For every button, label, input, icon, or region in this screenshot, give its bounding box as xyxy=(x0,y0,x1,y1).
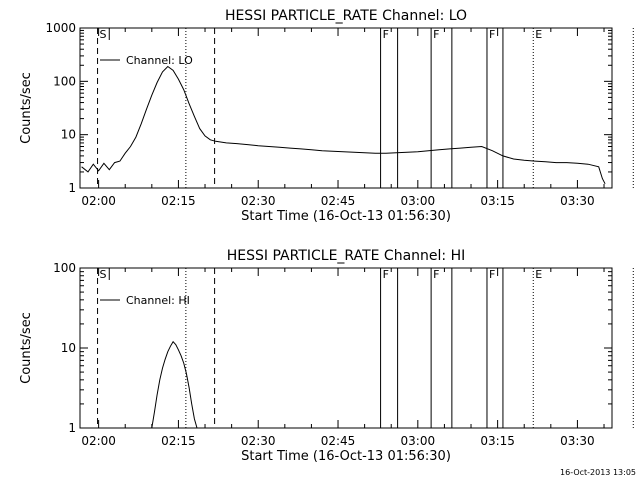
event-marker-label: F xyxy=(433,268,439,281)
legend-label: Channel: HI xyxy=(126,294,190,307)
panel-hi: HESSI PARTICLE_RATE Channel: HI 02:00 02:1… xyxy=(19,248,634,464)
plot-frame xyxy=(79,267,613,429)
x-tick-label: 02:00 xyxy=(81,194,116,208)
x-tick-label: 03:30 xyxy=(560,194,595,208)
chart-title: HESSI PARTICLE_RATE Channel: LO xyxy=(225,8,467,24)
x-tick-label: 02:15 xyxy=(161,194,196,208)
y-tick-label: 100 xyxy=(53,74,76,88)
x-tick-label: 03:15 xyxy=(480,194,515,208)
series-line xyxy=(151,340,198,429)
y-tick-label: 100 xyxy=(53,261,76,275)
event-marker-label: F xyxy=(383,28,389,41)
plot-frame xyxy=(79,27,613,189)
x-tick-label: 03:00 xyxy=(401,434,436,448)
y-axis-label: Counts/sec xyxy=(19,312,34,384)
x-tick-label: 02:45 xyxy=(321,434,356,448)
series-line xyxy=(81,65,606,185)
x-tick-label: 03:15 xyxy=(480,434,515,448)
y-tick-label: 10 xyxy=(61,341,76,355)
x-axis-label: Start Time (16-Oct-13 01:56:30) xyxy=(241,449,451,464)
chart-title: HESSI PARTICLE_RATE Channel: HI xyxy=(227,248,465,264)
x-tick-label: 02:00 xyxy=(81,434,116,448)
event-marker-label: S xyxy=(100,28,107,41)
event-marker-label: F xyxy=(383,268,389,281)
x-tick-label: 02:30 xyxy=(241,194,276,208)
y-axis-label: Counts/sec xyxy=(19,72,34,144)
panel-lo: HESSI PARTICLE_RATE Channel: LO 02:00 02:1… xyxy=(19,8,634,224)
y-tick-label: 10 xyxy=(61,128,76,142)
x-axis-label: Start Time (16-Oct-13 01:56:30) xyxy=(241,209,451,224)
event-marker-label: F xyxy=(489,268,495,281)
x-tick-label: 02:45 xyxy=(321,194,356,208)
event-marker-label: F xyxy=(433,28,439,41)
y-tick-label: 1 xyxy=(68,421,76,435)
legend-label: Channel: LO xyxy=(126,54,193,67)
y-tick-label: 1000 xyxy=(45,21,76,35)
x-tick-label: 03:30 xyxy=(560,434,595,448)
x-tick-label: 03:00 xyxy=(401,194,436,208)
y-tick-label: 1 xyxy=(68,181,76,195)
x-tick-label: 02:15 xyxy=(161,434,196,448)
event-marker-label: F xyxy=(489,28,495,41)
event-marker-label: E xyxy=(535,268,542,281)
event-marker-label: S xyxy=(100,268,107,281)
x-tick-label: 02:30 xyxy=(241,434,276,448)
event-marker-label: E xyxy=(535,28,542,41)
date-stamp: 16-Oct-2013 13:05 xyxy=(560,468,636,477)
